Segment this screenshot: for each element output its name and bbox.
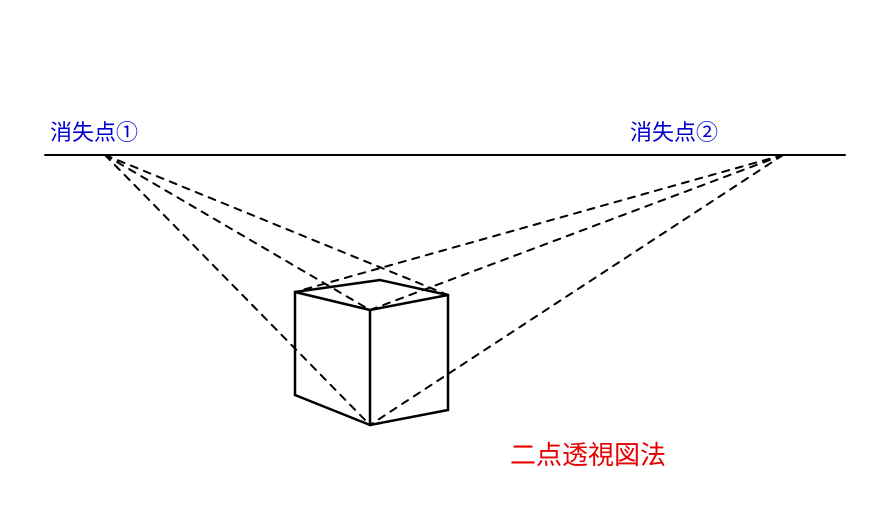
cube-edge [295,395,370,425]
diagram-title: 二点透視図法 [510,435,666,472]
cube-edge [295,292,370,310]
perspective-guide [105,155,370,425]
perspective-diagram [0,0,891,518]
perspective-guide [370,155,783,425]
perspective-guide [105,155,448,295]
perspective-guide [295,155,783,292]
perspective-guide [370,155,783,310]
cube-edge [370,295,448,310]
vanishing-point-2-label: 消失点② [630,115,718,147]
vanishing-point-1-label: 消失点① [50,115,138,147]
